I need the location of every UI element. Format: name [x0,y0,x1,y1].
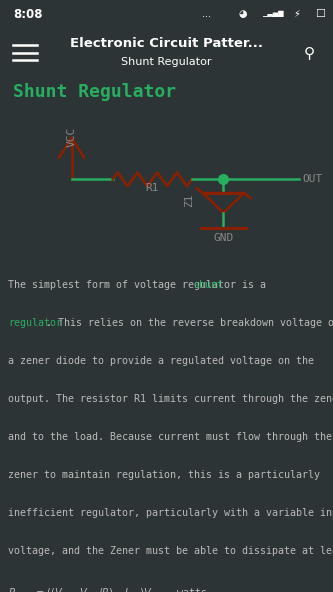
Text: ◕: ◕ [239,9,247,19]
Text: output. The resistor R1 limits current through the zener: output. The resistor R1 limits current t… [8,394,333,404]
Text: ▁▃▅▇: ▁▃▅▇ [262,11,284,17]
Text: The simplest form of voltage regulator is a: The simplest form of voltage regulator i… [8,280,272,290]
Text: OUT: OUT [303,174,323,184]
Text: R1: R1 [146,183,159,193]
Text: regulator: regulator [8,318,62,328]
Text: and to the load. Because current must flow through the: and to the load. Because current must fl… [8,432,332,442]
Text: ⚡: ⚡ [293,9,300,19]
Text: ☐: ☐ [315,9,325,19]
Text: shunt: shunt [193,280,223,290]
Text: $P_{zener}=((V_{in}-V_{out}/R)-I_{out})V_{zener}$ watts.: $P_{zener}=((V_{in}-V_{out}/R)-I_{out})V… [8,587,212,592]
Text: Shunt Regulator: Shunt Regulator [121,57,212,67]
Text: . This relies on the reverse breakdown voltage of: . This relies on the reverse breakdown v… [46,318,333,328]
Text: a zener diode to provide a regulated voltage on the: a zener diode to provide a regulated vol… [8,356,314,366]
Text: Electronic Circuit Patter...: Electronic Circuit Patter... [70,37,263,50]
Text: inefficient regulator, particularly with a variable input: inefficient regulator, particularly with… [8,508,333,518]
Text: Z1: Z1 [183,194,194,207]
Text: GND: GND [213,233,233,243]
Text: voltage, and the Zener must be able to dissipate at least: voltage, and the Zener must be able to d… [8,546,333,556]
Text: 8:08: 8:08 [13,8,43,21]
Text: zener to maintain regulation, this is a particularly: zener to maintain regulation, this is a … [8,470,320,480]
Text: ...: ... [202,9,211,19]
Text: Shunt Regulator: Shunt Regulator [13,83,176,101]
Text: VCC: VCC [67,126,77,147]
Text: ⚲: ⚲ [304,45,315,60]
